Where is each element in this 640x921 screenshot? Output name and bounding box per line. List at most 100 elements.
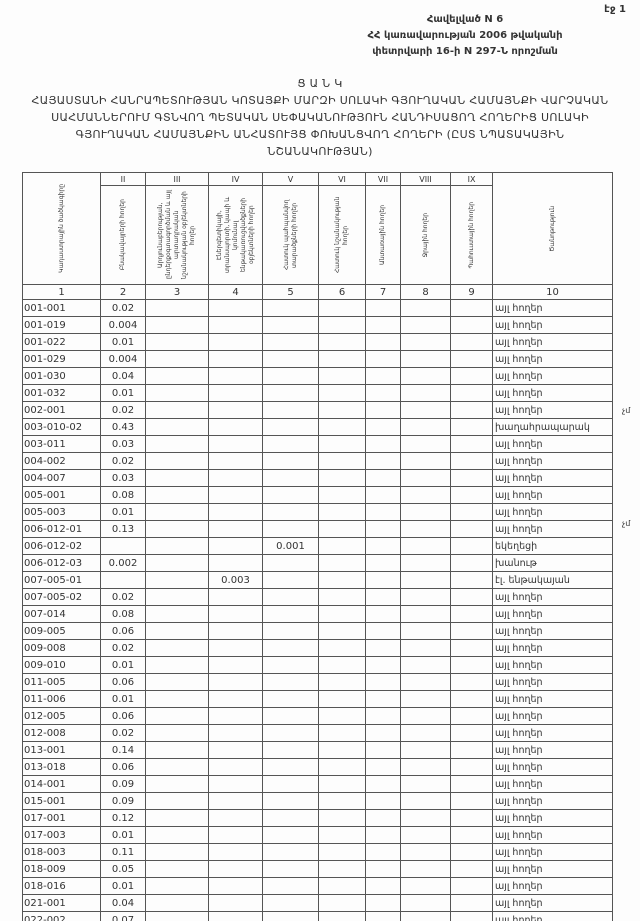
area-cell bbox=[450, 316, 493, 334]
area-cell: 0.01 bbox=[100, 877, 146, 895]
area-cell bbox=[145, 877, 209, 895]
area-cell bbox=[145, 741, 209, 759]
area-cell bbox=[145, 605, 209, 623]
title-line: ՆՇԱՆԱԿՈՒԹՅԱՆ) bbox=[267, 145, 373, 158]
title-line: Ց Ա Ն Կ bbox=[297, 77, 343, 90]
area-cell: 0.02 bbox=[100, 299, 146, 317]
area-cell: 0.06 bbox=[100, 707, 146, 725]
area-cell: 0.03 bbox=[100, 435, 146, 453]
column-number: 5 bbox=[262, 284, 319, 300]
table-row: 017-001 0.12 այլ հողեր bbox=[22, 809, 613, 827]
area-cell bbox=[400, 911, 451, 921]
cadastral-code: 001-022 bbox=[22, 333, 101, 351]
area-cell bbox=[365, 826, 401, 844]
table-row: 013-001 0.14 այլ հողեր bbox=[22, 741, 613, 759]
area-cell bbox=[318, 605, 366, 623]
area-cell bbox=[400, 333, 451, 351]
area-cell bbox=[318, 860, 366, 878]
area-cell bbox=[400, 503, 451, 521]
area-cell bbox=[365, 486, 401, 504]
column-header-label: Էներգետիկայի, տրանսպորտի, կապի և կոմունա… bbox=[215, 196, 255, 274]
area-cell bbox=[208, 384, 263, 402]
area-cell bbox=[262, 316, 319, 334]
cadastral-code: 007-005-02 bbox=[22, 588, 101, 606]
area-cell bbox=[365, 469, 401, 487]
note-cell: այլ հողեր bbox=[492, 520, 613, 538]
area-cell bbox=[262, 724, 319, 742]
area-cell bbox=[318, 503, 366, 521]
column-number: 9 bbox=[450, 284, 493, 300]
area-cell bbox=[318, 809, 366, 827]
area-cell bbox=[450, 894, 493, 912]
area-cell bbox=[262, 520, 319, 538]
column-header-label: Ջրային հողեր bbox=[421, 212, 429, 258]
area-cell bbox=[208, 486, 263, 504]
area-cell bbox=[450, 639, 493, 657]
area-cell bbox=[208, 452, 263, 470]
note-cell: այլ հողեր bbox=[492, 809, 613, 827]
note-cell: այլ հողեր bbox=[492, 690, 613, 708]
area-cell bbox=[400, 894, 451, 912]
table-row: 003-010-02 0.43 խաղահրապարակ bbox=[22, 418, 613, 436]
area-cell bbox=[365, 316, 401, 334]
note-cell: այլ հողեր bbox=[492, 452, 613, 470]
area-cell bbox=[450, 622, 493, 640]
area-cell bbox=[318, 622, 366, 640]
area-cell bbox=[262, 843, 319, 861]
area-cell bbox=[318, 469, 366, 487]
cadastral-code: 009-005 bbox=[22, 622, 101, 640]
note-cell: այլ հողեր bbox=[492, 605, 613, 623]
area-cell bbox=[145, 486, 209, 504]
area-cell bbox=[145, 537, 209, 555]
cadastral-code: 002-001 bbox=[22, 401, 101, 419]
area-cell: 0.08 bbox=[100, 605, 146, 623]
area-cell bbox=[365, 350, 401, 368]
area-cell bbox=[208, 401, 263, 419]
area-cell bbox=[400, 367, 451, 385]
area-cell bbox=[262, 639, 319, 657]
column-header-label: Կադաստրային ծածկագիրը bbox=[57, 184, 65, 273]
area-cell bbox=[208, 707, 263, 725]
area-cell: 0.003 bbox=[208, 571, 263, 589]
cadastral-code: 001-030 bbox=[22, 367, 101, 385]
area-cell bbox=[365, 690, 401, 708]
note-cell: այլ հողեր bbox=[492, 894, 613, 912]
column-header-label: Պահուստային հողեր bbox=[467, 201, 475, 269]
note-cell: խաղահրապարակ bbox=[492, 418, 613, 436]
area-cell bbox=[450, 707, 493, 725]
area-cell bbox=[450, 741, 493, 759]
area-cell bbox=[208, 775, 263, 793]
note-cell: այլ հողեր bbox=[492, 503, 613, 521]
area-cell bbox=[262, 622, 319, 640]
area-cell bbox=[318, 707, 366, 725]
area-cell bbox=[365, 809, 401, 827]
table-row: 006-012-01 0.13 այլ հողեր bbox=[22, 520, 613, 538]
column-roman: IV bbox=[208, 172, 263, 186]
table-row: 006-012-02 0.001 եկեղեցի bbox=[22, 537, 613, 555]
cadastral-code: 007-014 bbox=[22, 605, 101, 623]
area-cell bbox=[262, 401, 319, 419]
area-cell bbox=[318, 299, 366, 317]
area-cell bbox=[318, 911, 366, 921]
area-cell bbox=[450, 554, 493, 572]
table-row: 011-005 0.06 այլ հողեր bbox=[22, 673, 613, 691]
area-cell bbox=[318, 724, 366, 742]
area-cell bbox=[262, 571, 319, 589]
area-cell bbox=[365, 384, 401, 402]
area-cell bbox=[208, 809, 263, 827]
area-cell bbox=[400, 690, 451, 708]
note-cell: այլ հողեր bbox=[492, 911, 613, 921]
area-cell bbox=[400, 792, 451, 810]
title-line: ՀԱՅԱՍՏԱՆԻ ՀԱՆՐԱՊԵՏՈՒԹՅԱՆ ԿՈՏԱՅՔԻ ՄԱՐԶԻ Ս… bbox=[31, 94, 609, 107]
area-cell bbox=[400, 724, 451, 742]
column-header-label: Անտառային հողեր bbox=[379, 205, 386, 265]
area-cell bbox=[262, 758, 319, 776]
area-cell bbox=[365, 724, 401, 742]
area-cell bbox=[145, 350, 209, 368]
table-row: 003-011 0.03 այլ հողեր bbox=[22, 435, 613, 453]
note-cell: այլ հողեր bbox=[492, 367, 613, 385]
area-cell bbox=[450, 792, 493, 810]
column-number: 4 bbox=[208, 284, 263, 300]
area-cell bbox=[318, 401, 366, 419]
area-cell bbox=[262, 452, 319, 470]
